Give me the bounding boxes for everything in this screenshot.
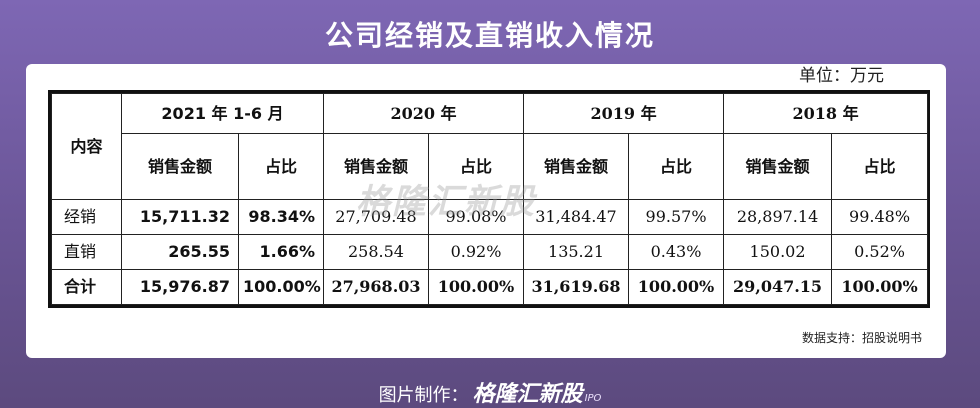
- cell-sales: 150.02: [723, 234, 833, 270]
- cell-ratio: 99.57%: [628, 199, 725, 235]
- source-note: 数据支持：招股说明书: [801, 331, 922, 345]
- table-row-direct: 直销 265.55 1.66% 258.54 0.92% 135.21 0.43…: [51, 234, 929, 270]
- cell-ratio: 0.52%: [831, 234, 929, 270]
- period-header: 2019 年: [523, 93, 725, 134]
- sub-header-ratio: 占比: [427, 133, 525, 200]
- table-row-distribution: 经销 15,711.32 98.34% 27,709.48 99.08% 31,…: [51, 199, 929, 235]
- sub-header-sales: 销售金额: [523, 133, 630, 200]
- cell-ratio: 100.00%: [238, 269, 324, 305]
- cell-sales: 28,897.14: [723, 199, 833, 235]
- unit-label: 单位：万元: [799, 66, 884, 86]
- cell-sales: 15,711.32: [121, 199, 239, 235]
- sub-header-sales: 销售金额: [323, 133, 429, 200]
- row-header-label: 内容: [51, 93, 122, 200]
- cell-sales: 15,976.87: [121, 269, 239, 305]
- cell-ratio: 98.34%: [238, 199, 324, 235]
- row-label: 合计: [51, 269, 122, 305]
- page-title: 公司经销及直销收入情况: [324, 19, 655, 52]
- sub-header-ratio: 占比: [831, 133, 929, 200]
- revenue-table: 内容 2021 年 1-6 月 2020 年 2019 年 2018 年 销售金…: [51, 93, 929, 305]
- watermark: 格隆汇新股: [356, 182, 536, 222]
- cell-sales: 31,619.68: [523, 269, 630, 305]
- sub-header-ratio: 占比: [238, 133, 324, 200]
- header-row-periods: 内容 2021 年 1-6 月 2020 年 2019 年 2018 年: [51, 93, 929, 200]
- footer-brand-logo: 格隆汇新股: [472, 382, 583, 407]
- cell-ratio: 100.00%: [628, 269, 725, 305]
- sub-header-sales: 销售金额: [723, 133, 833, 200]
- row-label: 经销: [51, 199, 122, 235]
- revenue-table-frame: 内容 2021 年 1-6 月 2020 年 2019 年 2018 年 销售金…: [48, 90, 930, 308]
- cell-sales: 135.21: [523, 234, 630, 270]
- cell-ratio: 100.00%: [427, 269, 525, 305]
- table-card: 单位：万元 内容 2021 年 1-6 月 2020 年 2019 年 2018…: [26, 64, 946, 358]
- cell-ratio: 0.92%: [427, 234, 525, 270]
- cell-ratio: 99.48%: [831, 199, 929, 235]
- cell-sales: 31,484.47: [523, 199, 630, 235]
- cell-ratio: 1.66%: [238, 234, 324, 270]
- footer-brand-suffix: IPO: [584, 393, 602, 404]
- cell-sales: 258.54: [323, 234, 429, 270]
- table-row-total: 合计 15,976.87 100.00% 27,968.03 100.00% 3…: [51, 269, 929, 305]
- period-header: 2018 年: [723, 93, 929, 134]
- cell-sales: 265.55: [121, 234, 239, 270]
- cell-sales: 27,968.03: [323, 269, 429, 305]
- sub-header-sales: 销售金额: [121, 133, 239, 200]
- cell-ratio: 99.08%: [427, 199, 525, 235]
- sub-header-ratio: 占比: [628, 133, 725, 200]
- row-label: 直销: [51, 234, 122, 270]
- cell-sales: 29,047.15: [723, 269, 833, 305]
- footer-credit: 图片制作： 格隆汇新股 IPO: [0, 376, 980, 408]
- period-header: 2020 年: [322, 93, 525, 134]
- cell-ratio: 100.00%: [831, 269, 929, 305]
- footer-label: 图片制作：: [378, 385, 469, 406]
- cell-ratio: 0.43%: [628, 234, 725, 270]
- period-header: 2021 年 1-6 月: [121, 93, 324, 134]
- header-row-metrics: 销售金额 占比 销售金额 占比 销售金额 占比 销售金额 占比: [52, 133, 929, 200]
